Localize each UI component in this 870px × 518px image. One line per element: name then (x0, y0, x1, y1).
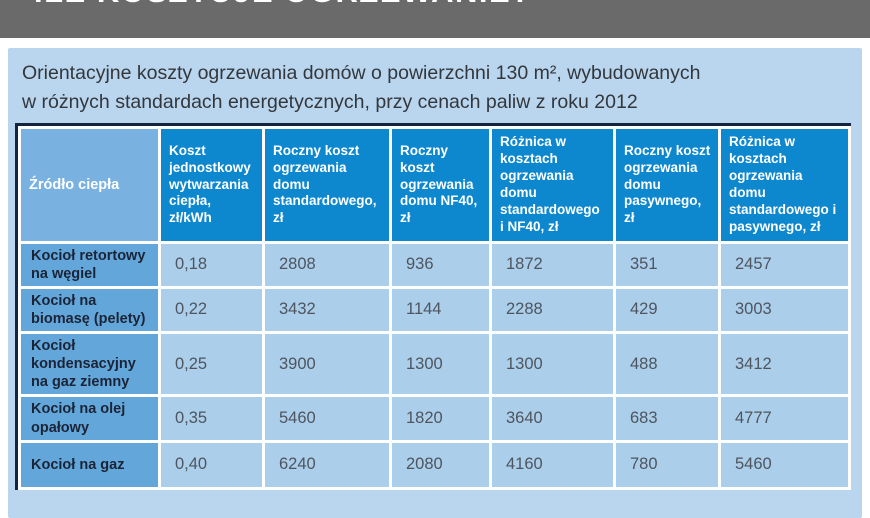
cell-unit-cost: 0,35 (161, 397, 262, 440)
cell-annual-nf40: 936 (392, 243, 489, 286)
cell-unit-cost: 0,40 (161, 442, 262, 487)
row-label: Kocioł retortowy na węgiel (21, 243, 158, 286)
cell-diff-nf40: 4160 (492, 442, 613, 487)
table-row-coal-boiler: Kocioł retortowy na węgiel 0,18 2808 936… (21, 243, 848, 286)
cell-annual-nf40: 2080 (392, 442, 489, 487)
row-label: Kocioł na olej opałowy (21, 397, 158, 440)
cell-annual-passive: 488 (616, 334, 718, 395)
cell-diff-nf40: 1300 (492, 334, 613, 395)
row-label: Kocioł na biomasę (pelety) (21, 288, 158, 332)
cell-annual-standard: 2808 (265, 243, 389, 286)
page-title: ILE KOSZTUJE OGRZEWANIE? (34, 0, 532, 10)
table-row-gas-boiler: Kocioł na gaz 0,40 6240 2080 4160 780 54… (21, 442, 848, 487)
table-row-condensing-gas-boiler: Kocioł kondensacyjny na gaz ziemny 0,25 … (21, 334, 848, 395)
column-header-annual-standard: Roczny koszt ogrzewania domu standardowe… (265, 129, 389, 241)
cell-annual-nf40: 1300 (392, 334, 489, 395)
intro-text: Orientacyjne koszty ogrzewania domów o p… (22, 59, 848, 116)
cell-annual-standard: 3432 (265, 288, 389, 332)
content-panel: Orientacyjne koszty ogrzewania domów o p… (8, 48, 862, 518)
cell-diff-passive: 5460 (721, 442, 848, 487)
cell-unit-cost: 0,22 (161, 288, 262, 332)
cell-annual-nf40: 1820 (392, 397, 489, 440)
column-header-annual-nf40: Roczny koszt ogrzewania domu NF40, zł (392, 129, 489, 241)
cell-annual-standard: 3900 (265, 334, 389, 395)
column-header-annual-passive: Roczny koszt ogrzewania domu pasywnego, … (616, 129, 718, 241)
row-label: Kocioł na gaz (21, 442, 158, 487)
column-header-unit-cost: Koszt jednostkowy wytwarzania ciepła, zł… (161, 129, 262, 241)
intro-line-1: Orientacyjne koszty ogrzewania domów o p… (22, 62, 701, 84)
title-bar: ILE KOSZTUJE OGRZEWANIE? (0, 0, 870, 38)
cell-unit-cost: 0,25 (161, 334, 262, 395)
cell-annual-passive: 429 (616, 288, 718, 332)
cell-diff-nf40: 1872 (492, 243, 613, 286)
table-header-row: Źródło ciepła Koszt jednostkowy wytwarza… (21, 129, 848, 241)
cell-diff-passive: 3003 (721, 288, 848, 332)
cell-diff-passive: 3412 (721, 334, 848, 395)
cell-diff-passive: 4777 (721, 397, 848, 440)
cell-diff-nf40: 3640 (492, 397, 613, 440)
row-label: Kocioł kondensacyjny na gaz ziemny (21, 334, 158, 395)
cell-annual-nf40: 1144 (392, 288, 489, 332)
table-row-oil-boiler: Kocioł na olej opałowy 0,35 5460 1820 36… (21, 397, 848, 440)
cell-annual-passive: 351 (616, 243, 718, 286)
column-header-diff-nf40: Różnica w kosztach ogrzewania domu stand… (492, 129, 613, 241)
cell-annual-standard: 5460 (265, 397, 389, 440)
column-header-diff-passive: Różnica w kosztach ogrzewania domu stand… (721, 129, 848, 241)
column-header-heat-source: Źródło ciepła (21, 129, 158, 241)
cell-annual-passive: 780 (616, 442, 718, 487)
cell-unit-cost: 0,18 (161, 243, 262, 286)
intro-line-2: w różnych standardach energetycznych, pr… (22, 90, 638, 113)
cell-diff-passive: 2457 (721, 243, 848, 286)
cell-annual-passive: 683 (616, 397, 718, 440)
heating-costs-table: Źródło ciepła Koszt jednostkowy wytwarza… (15, 123, 851, 490)
cell-annual-standard: 6240 (265, 442, 389, 487)
cell-diff-nf40: 2288 (492, 288, 613, 332)
table-row-biomass-boiler: Kocioł na biomasę (pelety) 0,22 3432 114… (21, 288, 848, 332)
